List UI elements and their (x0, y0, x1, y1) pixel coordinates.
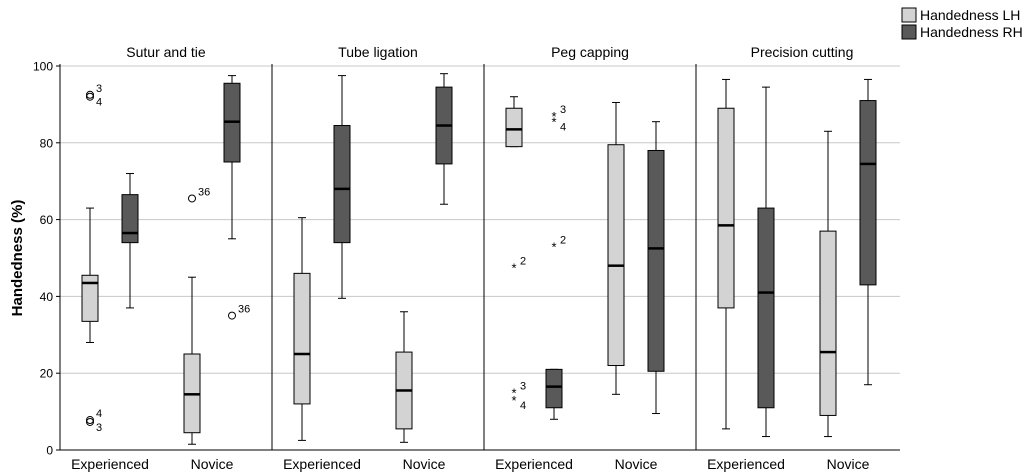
x-tick-label: Novice (191, 456, 234, 472)
x-tick-label: Novice (827, 456, 870, 472)
outlier-label: 4 (96, 97, 102, 109)
box-iqr (647, 149, 665, 372)
box-iqr (859, 100, 877, 286)
outlier-label: 3 (560, 104, 566, 116)
box-iqr (121, 194, 139, 244)
y-tick-label: 0 (46, 444, 53, 458)
legend-swatch-rh (901, 24, 917, 40)
outlier-label: 4 (96, 408, 102, 420)
y-tick-label: 100 (33, 60, 53, 74)
outlier-label: 4 (520, 400, 526, 412)
box-rh (223, 75, 241, 240)
box-lh (505, 96, 523, 148)
box-rh (435, 73, 453, 205)
outlier-star: * (511, 385, 516, 400)
box-iqr (293, 272, 311, 405)
box-rh (859, 78, 877, 386)
legend-swatch-lh (901, 7, 917, 23)
y-tick-label: 20 (40, 367, 54, 381)
outlier-star: * (551, 109, 556, 124)
box-lh (717, 78, 735, 430)
x-tick-label: Experienced (707, 456, 785, 472)
y-axis: 0 20 40 60 80 100 Handedness (%) (9, 60, 60, 458)
outlier-star: * (511, 261, 516, 276)
box-iqr (545, 368, 563, 409)
box-iqr (81, 274, 99, 322)
y-axis-label: Handedness (%) (9, 200, 26, 317)
box-rh (647, 121, 665, 415)
box-rh (333, 75, 351, 299)
panel-titles: Sutur and tie Tube ligation Peg capping Pre… (126, 44, 853, 60)
box-rh (757, 86, 775, 438)
outlier-label: 36 (238, 304, 250, 316)
x-tick-label: Novice (403, 456, 446, 472)
panel-title: Tube ligation (338, 44, 418, 60)
box-lh (81, 207, 99, 343)
outlier-circle (228, 311, 236, 320)
y-tick-label: 80 (40, 136, 54, 150)
box-lh (819, 130, 837, 438)
box-lh (607, 101, 625, 395)
box-rh (545, 368, 563, 420)
outlier-marks: 3 4 4 3 36 36 * 2 * 3 * 4 * 3 * 4 * 2 (86, 83, 566, 434)
x-tick-label: Novice (615, 456, 658, 472)
outlier-star: * (551, 115, 556, 130)
y-tick-label: 60 (40, 213, 54, 227)
outlier-label: 3 (520, 380, 526, 392)
outlier-circle (188, 194, 196, 203)
legend-label-lh: Handedness LH (920, 7, 1020, 23)
outlier-circle (86, 417, 94, 426)
legend-label-rh: Handedness RH (920, 24, 1023, 40)
outlier-label: 3 (96, 83, 102, 95)
outlier-label: 4 (560, 122, 566, 134)
box-iqr (819, 230, 837, 416)
panel-frames (56, 64, 900, 451)
x-tick-label: Experienced (283, 456, 361, 472)
box-iqr (757, 207, 775, 409)
box-lh (395, 311, 413, 443)
x-tick-label: Experienced (495, 456, 573, 472)
outlier-circle (86, 92, 94, 101)
box-rh (121, 173, 139, 309)
panel-title: Sutur and tie (126, 44, 206, 60)
outlier-label: 36 (198, 186, 210, 198)
box-lh (293, 217, 311, 441)
box-lh (183, 276, 201, 445)
x-tick-label: Experienced (71, 456, 149, 472)
outlier-label: 2 (520, 256, 526, 268)
box-marks (81, 73, 877, 445)
x-axis: Experienced Novice Experienced Novice Experi… (71, 456, 870, 472)
outlier-label: 2 (560, 234, 566, 246)
y-tick-label: 40 (40, 290, 54, 304)
box-iqr (607, 144, 625, 367)
box-iqr (505, 107, 523, 148)
box-iqr (717, 107, 735, 309)
box-iqr (333, 125, 351, 244)
panel-title: Peg capping (551, 44, 629, 60)
outlier-star: * (551, 239, 556, 254)
outlier-label: 3 (96, 422, 102, 434)
panel-title: Precision cutting (751, 44, 854, 60)
outlier-star: * (511, 393, 516, 408)
